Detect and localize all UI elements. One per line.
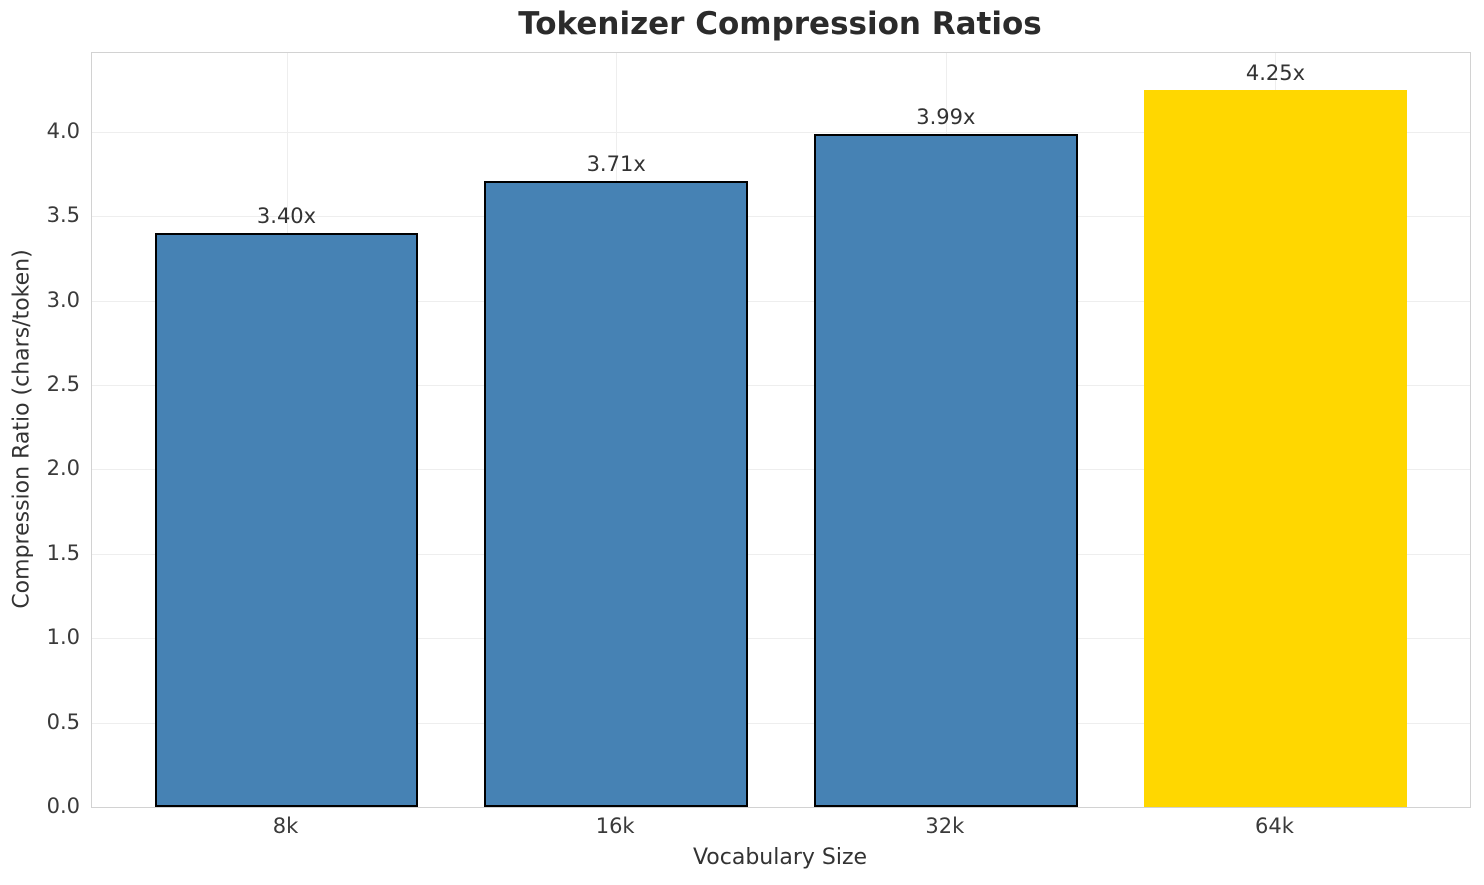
bar-value-label: 3.99x <box>916 104 976 129</box>
bar-16k <box>484 180 749 807</box>
gridline-horizontal <box>92 722 1470 724</box>
x-axis-label: Vocabulary Size <box>692 845 868 870</box>
y-tick-label: 1.0 <box>46 625 80 650</box>
x-tick-label: 64k <box>1255 814 1294 838</box>
y-tick-label: 2.5 <box>46 372 80 397</box>
y-tick-label: 0.0 <box>46 794 80 818</box>
bar-value-label: 3.71x <box>586 151 646 176</box>
gridline-horizontal <box>92 300 1470 302</box>
bar-64k <box>1143 89 1408 807</box>
y-tick-label: 4.0 <box>46 118 80 143</box>
y-tick-label: 1.5 <box>46 540 80 565</box>
gridline-horizontal <box>92 553 1470 555</box>
x-tick-label: 16k <box>595 814 635 838</box>
gridline-horizontal <box>92 216 1470 218</box>
gridline-horizontal <box>92 131 1470 133</box>
y-tick-label: 3.5 <box>46 203 80 228</box>
y-tick-label: 0.5 <box>46 709 80 734</box>
bar-8k <box>154 233 419 807</box>
bar-32k <box>813 133 1078 807</box>
y-tick-label: 3.0 <box>46 287 80 312</box>
bar-value-label: 4.25x <box>1245 60 1306 85</box>
gridline-horizontal <box>92 638 1470 640</box>
bar-value-label: 3.40x <box>256 204 317 229</box>
gridline-horizontal <box>92 385 1470 387</box>
x-tick-label: 8k <box>272 814 299 838</box>
gridline-horizontal <box>92 469 1470 471</box>
plot-area: 3.40x 3.71x 3.99x 4.25x <box>91 52 1471 808</box>
y-axis-label: Compression Ratio (chars/token) <box>9 249 35 609</box>
x-tick-label: 32k <box>925 814 965 838</box>
y-tick-label: 2.0 <box>46 456 80 481</box>
chart-title: Tokenizer Compression Ratios <box>518 6 1042 42</box>
